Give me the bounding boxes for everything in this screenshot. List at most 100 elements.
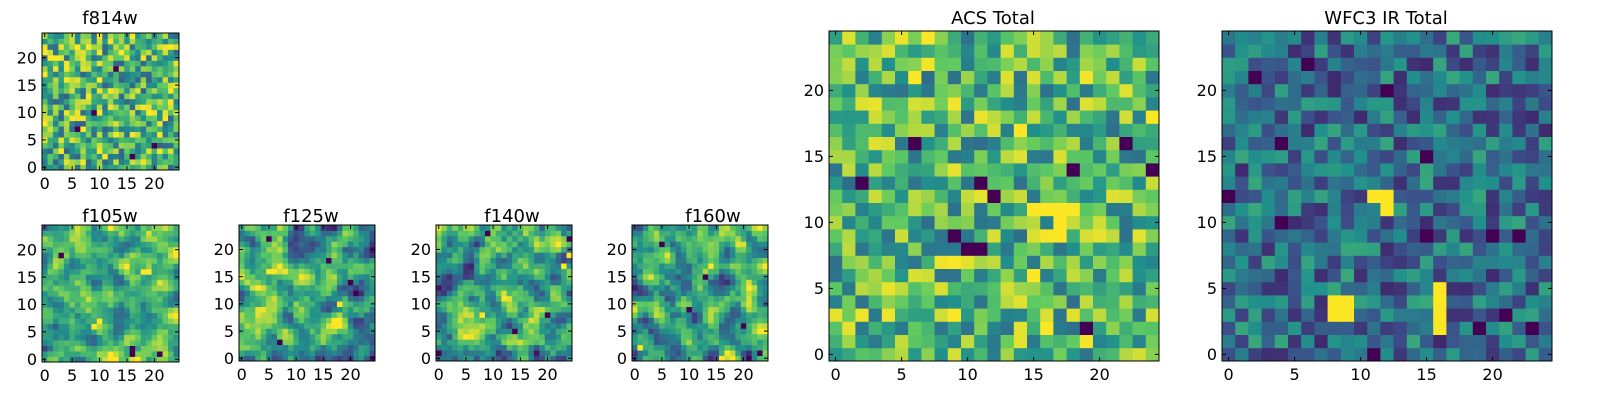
heatmap-cell [358,312,365,318]
heatmap-cell [320,246,327,253]
heatmap-cell [249,225,256,231]
heatmap-cell [881,97,896,111]
heatmap-cell [921,334,935,349]
heatmap-cell [1274,189,1289,203]
heatmap-cell [751,252,758,259]
heatmap-cell [947,229,962,243]
heatmap-cell [336,339,343,346]
heatmap-cell [47,38,54,45]
heatmap-cell [1525,123,1540,137]
heatmap-cell [347,328,354,335]
heatmap-cell [1380,255,1394,269]
heatmap-cell [829,268,843,283]
heatmap-cell [463,284,470,291]
heatmap-cell [1119,202,1133,217]
heatmap-cell [157,329,163,335]
heatmap-cell [648,246,655,253]
axes-frame [41,224,180,363]
heatmap-cell [561,246,567,253]
heatmap-cell [523,333,529,340]
heatmap-cell [1261,70,1276,85]
heatmap-cell [664,317,671,324]
heatmap-cell [309,230,316,237]
heatmap-cell [347,306,354,313]
heatmap-cell [855,57,869,71]
heatmap-cell [457,328,464,335]
heatmap-cell [523,257,529,264]
heatmap-cell [719,328,725,335]
heatmap-cell [91,104,98,111]
heatmap-cell [151,241,158,248]
heatmap-cell [298,246,305,253]
heatmap-cell [277,252,283,259]
heatmap-cell [708,225,714,231]
heatmap-cell [129,230,136,237]
heatmap-cell [309,241,316,248]
heatmap-cell [1486,31,1500,45]
heatmap-cell [146,235,152,242]
heatmap-cell [58,323,65,330]
heatmap-cell [664,263,671,269]
heatmap-cell [151,65,158,72]
heatmap-cell [691,279,698,286]
heatmap-cell [358,344,365,351]
heatmap-cell [686,317,693,324]
heatmap-cell [304,322,311,329]
heatmap-cell [708,263,714,269]
heatmap-cell [271,339,278,346]
heatmap-cell [260,290,267,297]
heatmap-cell [162,274,169,281]
heatmap-cell [140,142,147,149]
heatmap-cell [1053,44,1067,58]
heatmap-cell [85,131,92,138]
heatmap-cell [539,344,546,351]
heatmap-cell [713,230,720,237]
heatmap-cell [107,246,114,253]
heatmap-cell [244,241,251,248]
heatmap-cell [52,164,59,171]
heatmap-cell [1393,334,1408,349]
heatmap-cell [675,306,682,313]
heatmap-cell [1512,97,1526,111]
heatmap-cell [468,252,475,259]
heatmap-cell [1000,70,1015,85]
heatmap-cell [680,279,687,286]
heatmap-cell [271,317,278,324]
heatmap-cell [517,328,524,335]
heatmap-cell [1274,295,1289,309]
heatmap-cell [1340,31,1355,45]
heatmap-cell [358,257,365,264]
heatmap-cell [304,284,311,291]
heatmap-cell [566,306,573,313]
heatmap-cell [921,268,935,283]
heatmap-cell [974,123,988,137]
heatmap-cell [80,131,87,138]
heatmap-cell [495,284,502,291]
heatmap-cell [1079,229,1094,243]
heatmap-cell [304,279,311,286]
heatmap-cell [528,252,535,259]
heatmap-cell [1499,347,1513,362]
heatmap-cell [1027,202,1041,217]
heatmap-cell [961,308,975,322]
heatmap-cell [249,268,256,275]
heatmap-cell [168,334,174,341]
heatmap-cell [1472,229,1487,243]
heatmap-cell [255,230,262,237]
heatmap-cell [868,110,883,124]
heatmap-cell [52,235,59,242]
heatmap-cell [512,301,518,307]
heatmap-cell [708,355,714,362]
x-tick-label: 10 [1350,365,1370,384]
heatmap-cell [69,38,76,45]
heatmap-cell [74,71,81,78]
heatmap-cell [151,153,158,160]
heatmap-cell [58,351,65,357]
heatmap-cell [244,279,251,286]
heatmap-cell [135,65,142,72]
heatmap-cell [342,252,349,259]
heatmap-cell [452,252,459,259]
heatmap-cell [157,159,163,165]
heatmap-cell [124,159,131,165]
